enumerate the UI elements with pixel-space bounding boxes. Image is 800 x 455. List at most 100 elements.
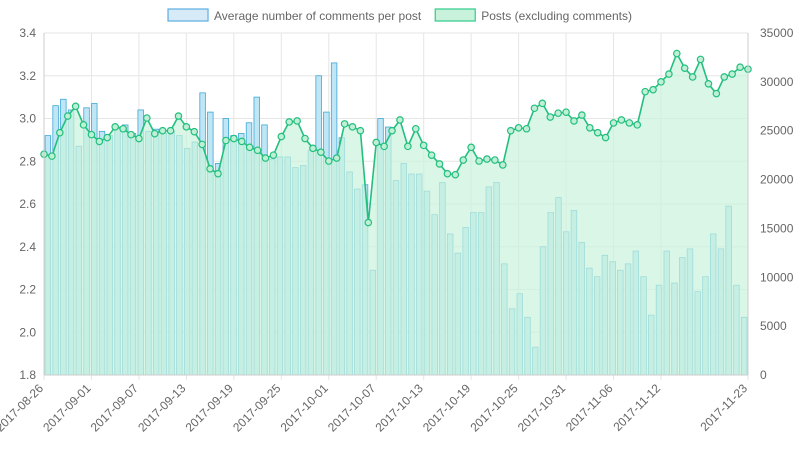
data-point: [427, 151, 436, 159]
x-tick-label: 2017-10-25: [467, 381, 521, 435]
x-tick-label: 2017-09-07: [88, 381, 142, 435]
x-tick-label: 2017-10-07: [325, 381, 379, 435]
data-point: [48, 152, 56, 160]
area-series-posts: [40, 49, 752, 376]
data-point: [158, 126, 167, 135]
data-point: [475, 157, 483, 165]
y-left-tick-label: 2.8: [19, 154, 36, 168]
data-point: [396, 116, 404, 124]
data-point: [309, 144, 317, 153]
data-point: [546, 113, 555, 121]
data-point: [348, 123, 357, 131]
x-tick-label: 2017-10-31: [515, 381, 569, 435]
data-point: [657, 78, 665, 86]
data-point: [388, 126, 396, 135]
data-point: [585, 123, 594, 132]
data-point: [728, 70, 736, 78]
data-point: [538, 99, 547, 108]
y-left-tick-label: 2.6: [19, 197, 36, 211]
data-point: [174, 112, 183, 120]
y-left-tick-label: 3.4: [19, 26, 36, 40]
x-tick-label: 2017-10-19: [420, 381, 474, 435]
data-point: [688, 73, 697, 81]
data-point: [79, 121, 88, 129]
data-point: [562, 108, 570, 116]
data-point: [285, 118, 294, 126]
data-point: [127, 130, 135, 139]
data-point: [245, 143, 254, 152]
data-point: [720, 73, 729, 81]
y-left-tick-label: 2.4: [19, 240, 36, 254]
data-point: [237, 137, 246, 146]
data-point: [206, 165, 214, 173]
data-point: [419, 141, 428, 150]
y-right-tick-label: 35000: [760, 26, 794, 40]
data-point: [404, 142, 412, 151]
data-point: [261, 154, 270, 162]
data-point: [530, 104, 539, 113]
x-tick-label: 2017-08-26: [0, 381, 46, 435]
data-point: [87, 130, 96, 139]
data-point: [736, 63, 744, 71]
x-tick-label: 2017-11-06: [563, 381, 616, 434]
y-left-tick-label: 2.2: [19, 283, 36, 297]
data-point: [166, 126, 175, 135]
data-point: [214, 169, 222, 178]
data-point: [150, 129, 159, 138]
legend-label: Average number of comments per post: [214, 9, 422, 23]
data-point: [63, 112, 72, 120]
data-point: [198, 140, 207, 149]
data-point: [230, 134, 238, 143]
data-point: [704, 80, 713, 88]
y-left-tick-label: 1.8: [19, 368, 36, 382]
data-point: [696, 55, 705, 64]
data-point: [617, 116, 626, 124]
data-point: [680, 64, 689, 72]
legend-swatch: [434, 8, 476, 22]
y-left-tick-label: 3.2: [19, 69, 36, 83]
data-point: [491, 156, 499, 164]
x-tick-label: 2017-09-25: [230, 381, 284, 435]
data-point: [103, 133, 112, 142]
data-point: [317, 148, 325, 157]
data-point: [324, 157, 333, 165]
data-point: [514, 123, 523, 132]
data-point: [277, 132, 286, 141]
data-point: [483, 155, 491, 163]
y-right-tick-label: 25000: [760, 124, 794, 138]
x-tick-label: 2017-09-13: [135, 381, 189, 435]
data-point: [56, 128, 64, 137]
data-point: [301, 134, 309, 143]
data-point: [380, 142, 388, 151]
data-point: [372, 138, 381, 147]
data-point: [506, 126, 515, 135]
y-right-tick-label: 20000: [760, 173, 794, 187]
data-point: [554, 109, 562, 117]
area-fill: [44, 53, 748, 376]
data-point: [459, 156, 468, 164]
x-tick-label: 2017-11-23: [697, 381, 750, 434]
data-point: [332, 154, 341, 162]
x-tick-label: 2017-09-19: [183, 381, 237, 435]
data-point: [498, 161, 507, 169]
x-tick-label: 2017-10-13: [372, 381, 426, 435]
data-point: [293, 117, 301, 125]
y-left-tick-label: 3.0: [19, 112, 36, 126]
x-tick-label: 2017-10-01: [278, 381, 332, 435]
data-point: [633, 121, 642, 129]
data-point: [222, 136, 230, 145]
data-point: [71, 102, 80, 111]
x-tick-label: 2017-09-01: [40, 381, 94, 435]
data-point: [411, 124, 420, 133]
x-tick-label: 2017-11-12: [610, 381, 663, 434]
legend-swatch: [167, 8, 209, 22]
data-point: [443, 169, 452, 178]
data-point: [609, 119, 618, 127]
data-point: [673, 49, 681, 58]
data-point: [712, 89, 721, 98]
data-point: [593, 128, 602, 137]
data-point: [269, 151, 278, 159]
data-point: [135, 134, 143, 143]
